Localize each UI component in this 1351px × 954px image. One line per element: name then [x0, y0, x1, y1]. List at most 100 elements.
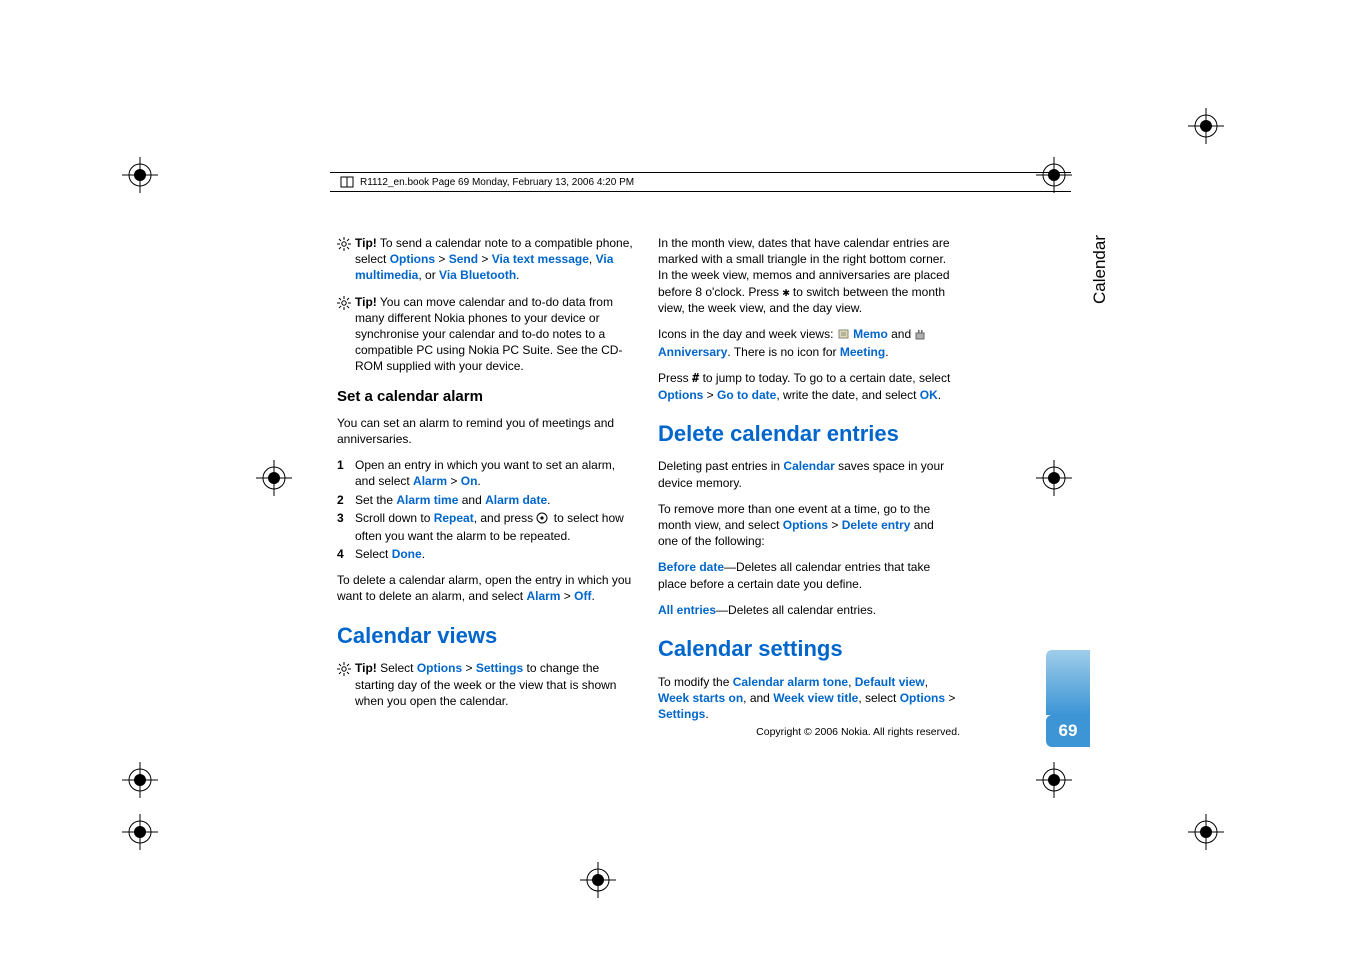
- options-link: Options: [783, 518, 828, 532]
- options-link: Options: [900, 691, 945, 705]
- page-number-badge: 69: [1046, 715, 1090, 747]
- repeat-link: Repeat: [434, 511, 474, 525]
- text: , select: [858, 691, 899, 705]
- text: .: [547, 493, 550, 507]
- delete-alarm-para: To delete a calendar alarm, open the ent…: [337, 572, 636, 604]
- text: , and: [743, 691, 773, 705]
- text: . There is no icon for: [727, 345, 840, 359]
- tip-settings: Tip! Select Options > Settings to change…: [337, 660, 636, 709]
- text: ,: [589, 252, 596, 266]
- alarm-link: Alarm: [526, 589, 560, 603]
- left-column: Tip! To send a calendar note to a compat…: [337, 235, 636, 732]
- all-entries-option: All entries—Deletes all calendar entries…: [658, 602, 957, 618]
- register-mark-ml: [256, 460, 292, 496]
- anniversary-icon: [914, 328, 926, 344]
- text: ,: [925, 675, 928, 689]
- register-mark-br: [1036, 762, 1072, 798]
- step-number: 1: [337, 457, 355, 489]
- register-mark-br2: [1188, 814, 1224, 850]
- options-link: Options: [390, 252, 435, 266]
- heading-calendar-views: Calendar views: [337, 621, 636, 651]
- go-to-date-link: Go to date: [717, 388, 776, 402]
- via-bluetooth-link: Via Bluetooth: [439, 268, 516, 282]
- step-2: 2 Set the Alarm time and Alarm date.: [337, 492, 636, 508]
- alarm-time-link: Alarm time: [396, 493, 458, 507]
- register-mark-bl2: [122, 814, 158, 850]
- section-tab-label: Calendar: [1090, 235, 1110, 304]
- register-mark-tl: [122, 157, 158, 193]
- text: Scroll down to: [355, 511, 434, 525]
- text: .: [591, 589, 594, 603]
- tip-lead: Tip!: [355, 295, 377, 309]
- text: >: [478, 252, 492, 266]
- step-1: 1 Open an entry in which you want to set…: [337, 457, 636, 489]
- text: Open an entry in which you want to set a…: [355, 458, 615, 488]
- joystick-icon: [536, 512, 550, 528]
- text: .: [477, 474, 480, 488]
- text: >: [462, 661, 476, 675]
- delete-multiple-para: To remove more than one event at a time,…: [658, 501, 957, 550]
- text: >: [435, 252, 449, 266]
- anniversary-link: Anniversary: [658, 345, 727, 359]
- print-header-text: R1112_en.book Page 69 Monday, February 1…: [360, 177, 634, 188]
- options-link: Options: [658, 388, 703, 402]
- text: Press: [658, 371, 692, 385]
- done-link: Done: [392, 547, 422, 561]
- via-text-link: Via text message: [492, 252, 589, 266]
- register-mark-bc: [580, 862, 616, 898]
- text: , write the date, and select: [776, 388, 919, 402]
- week-starts-link: Week starts on: [658, 691, 743, 705]
- options-link: Options: [417, 661, 462, 675]
- text: , or: [418, 268, 439, 282]
- heading-set-alarm: Set a calendar alarm: [337, 387, 636, 407]
- text: , and press: [474, 511, 537, 525]
- alarm-date-link: Alarm date: [485, 493, 547, 507]
- week-view-title-link: Week view title: [773, 691, 858, 705]
- register-mark-mr: [1036, 460, 1072, 496]
- tip-icon: [337, 235, 355, 255]
- text: To modify the: [658, 675, 733, 689]
- alarm-link: Alarm: [413, 474, 447, 488]
- memo-link: Memo: [853, 327, 888, 341]
- register-mark-bl: [122, 762, 158, 798]
- tip-lead: Tip!: [355, 661, 377, 675]
- send-link: Send: [449, 252, 478, 266]
- text: ,: [848, 675, 855, 689]
- all-entries-link: All entries: [658, 603, 716, 617]
- tip-send-note: Tip! To send a calendar note to a compat…: [337, 235, 636, 284]
- text: Select: [377, 661, 417, 675]
- step-number: 4: [337, 546, 355, 562]
- settings-link: Settings: [476, 661, 523, 675]
- meeting-link: Meeting: [840, 345, 885, 359]
- alarm-intro-text: You can set an alarm to remind you of me…: [337, 415, 636, 447]
- text: >: [447, 474, 461, 488]
- page-tab-strip: [1046, 650, 1090, 715]
- settings-link: Settings: [658, 707, 705, 721]
- text: Deleting past entries in: [658, 459, 783, 473]
- text: to jump to today. To go to a certain dat…: [699, 371, 950, 385]
- text: >: [560, 589, 574, 603]
- text: >: [828, 518, 842, 532]
- text: >: [703, 388, 717, 402]
- tip-icon: [337, 294, 355, 314]
- text: Select: [355, 547, 392, 561]
- alarm-tone-link: Calendar alarm tone: [733, 675, 848, 689]
- tip-icon: [337, 660, 355, 680]
- text: Icons in the day and week views:: [658, 327, 837, 341]
- delete-intro-para: Deleting past entries in Calendar saves …: [658, 458, 957, 490]
- delete-entry-link: Delete entry: [842, 518, 911, 532]
- content-area: Tip! To send a calendar note to a compat…: [337, 235, 957, 732]
- right-column: In the month view, dates that have calen…: [658, 235, 957, 732]
- step-3: 3 Scroll down to Repeat, and press to se…: [337, 510, 636, 544]
- text: .: [705, 707, 708, 721]
- text: Set the: [355, 493, 396, 507]
- text: and: [458, 493, 485, 507]
- text: .: [885, 345, 888, 359]
- text: You can move calendar and to-do data fro…: [355, 295, 622, 374]
- settings-para: To modify the Calendar alarm tone, Defau…: [658, 674, 957, 723]
- calendar-link: Calendar: [783, 459, 834, 473]
- text: .: [422, 547, 425, 561]
- month-view-para: In the month view, dates that have calen…: [658, 235, 957, 316]
- before-date-link: Before date: [658, 560, 724, 574]
- default-view-link: Default view: [855, 675, 925, 689]
